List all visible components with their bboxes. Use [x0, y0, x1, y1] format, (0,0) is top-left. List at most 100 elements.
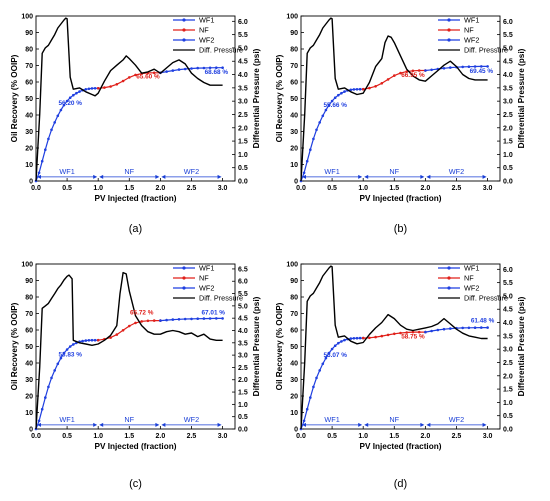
data-point	[115, 83, 119, 86]
recovery-annotation: 69.45 %	[470, 68, 494, 75]
y2-tick-label: 5.0	[503, 293, 513, 300]
y-tick-label: 20	[290, 394, 298, 401]
stage-wf1: WF1	[302, 167, 363, 179]
data-point	[333, 96, 337, 99]
data-point	[393, 74, 396, 77]
data-point	[96, 87, 100, 90]
y2-tick-label: 2.0	[503, 373, 513, 380]
data-point	[386, 333, 390, 337]
stage-nf: NF	[99, 415, 160, 427]
x-tick-label: 2.0	[421, 185, 431, 192]
legend-label: WF2	[199, 284, 214, 293]
recovery-annotation: 58.75 %	[401, 333, 425, 340]
y-tick-label: 30	[25, 129, 33, 136]
y-tick-label: 70	[25, 311, 33, 318]
data-point	[196, 66, 199, 70]
x-tick-label: 1.0	[93, 185, 103, 192]
y2-tick-label: 1.5	[238, 390, 248, 397]
y2-tick-label: 1.5	[503, 387, 513, 394]
legend-label: WF2	[464, 284, 479, 293]
data-point	[399, 71, 402, 75]
legend-item: WF2	[173, 36, 214, 45]
legend-item: WF2	[438, 284, 479, 293]
series-wf2-2	[424, 326, 489, 334]
y-tick-label: 50	[290, 344, 298, 351]
chart-panel-c: 0.0 0.5 1.0 1.5 2.0 2.5 3.0 0 10 20 30 40 50 60 70 80 90…	[10, 262, 261, 491]
y-tick-label: 20	[25, 394, 33, 401]
y2-tick-label: 0.0	[503, 179, 513, 186]
y2-tick-label: 2.5	[238, 365, 248, 372]
y-tick-label: 100	[21, 262, 33, 269]
y2-tick-label: 1.0	[238, 152, 248, 159]
stage-label: WF2	[449, 415, 464, 424]
legend-marker	[447, 28, 451, 32]
y-tick-label: 40	[25, 113, 33, 120]
stage-arrow-head-right	[93, 174, 98, 179]
stage-wf1: WF1	[302, 415, 363, 427]
data-point	[72, 343, 75, 346]
y-tick-label: 0	[294, 427, 298, 434]
stage-wf2: WF2	[426, 415, 487, 427]
data-point	[368, 336, 371, 340]
data-point	[321, 114, 325, 118]
data-point	[405, 331, 409, 334]
legend-label: WF2	[464, 36, 479, 45]
series-diff-pressure-3	[35, 17, 223, 182]
y2-tick-label: 0.5	[238, 414, 248, 421]
y2-tick-label: 3.5	[503, 85, 513, 92]
data-point	[59, 108, 63, 112]
stage-arrow-head-left	[364, 422, 369, 427]
x-tick-label: 1.5	[124, 433, 134, 440]
data-point	[368, 86, 371, 90]
series-wf2-2	[159, 317, 224, 322]
y-tick-label: 10	[25, 410, 33, 417]
x-tick-label: 1.0	[93, 433, 103, 440]
data-point	[386, 78, 390, 81]
stage-arrow-head-left	[426, 422, 431, 427]
y-axis-label: Oil Recovery (% OOIP)	[10, 302, 19, 390]
legend-label: NF	[199, 274, 209, 283]
x-tick-label: 0.0	[31, 433, 41, 440]
y-tick-label: 90	[25, 30, 33, 37]
stage-arrow-head-left	[37, 422, 41, 427]
data-point	[430, 329, 433, 333]
data-point	[442, 327, 446, 331]
recovery-annotation: 55.66 %	[323, 102, 347, 109]
data-point	[84, 339, 88, 342]
data-point	[90, 338, 94, 342]
recovery-annotation: 66.95 %	[401, 72, 425, 79]
y2-tick-label: 0.0	[238, 179, 248, 186]
stage-arrow-head-left	[364, 174, 369, 179]
y-tick-label: 60	[25, 80, 33, 87]
y2-tick-label: 6.5	[238, 266, 248, 273]
y-tick-label: 20	[25, 146, 33, 153]
data-point	[374, 85, 377, 88]
legend-marker	[447, 18, 451, 22]
stage-wf2: WF2	[161, 167, 222, 179]
y-tick-label: 80	[290, 295, 298, 302]
stage-label: NF	[124, 415, 134, 424]
data-point	[196, 317, 199, 321]
x-tick-label: 3.0	[483, 185, 493, 192]
x-axis-label: PV Injected (fraction)	[95, 442, 177, 451]
legend-marker	[182, 28, 186, 32]
data-point	[103, 86, 106, 89]
x-tick-label: 0.5	[62, 185, 72, 192]
legend-item: WF1	[173, 264, 214, 273]
legend-label: WF2	[199, 36, 214, 45]
x-axis-label: PV Injected (fraction)	[360, 194, 442, 203]
data-point	[56, 362, 60, 366]
y2-tick-label: 3.0	[503, 347, 513, 354]
data-point	[81, 339, 84, 343]
data-point	[318, 369, 322, 372]
x-tick-label: 1.0	[358, 185, 368, 192]
y-tick-label: 30	[290, 377, 298, 384]
data-point	[183, 317, 187, 321]
data-point	[380, 334, 384, 338]
data-point	[327, 103, 331, 107]
data-point	[93, 87, 97, 90]
data-point	[358, 336, 362, 340]
x-axis-label: PV Injected (fraction)	[360, 442, 442, 451]
stage-arrow-head-right	[217, 422, 222, 427]
y2-tick-label: 4.0	[503, 320, 513, 327]
